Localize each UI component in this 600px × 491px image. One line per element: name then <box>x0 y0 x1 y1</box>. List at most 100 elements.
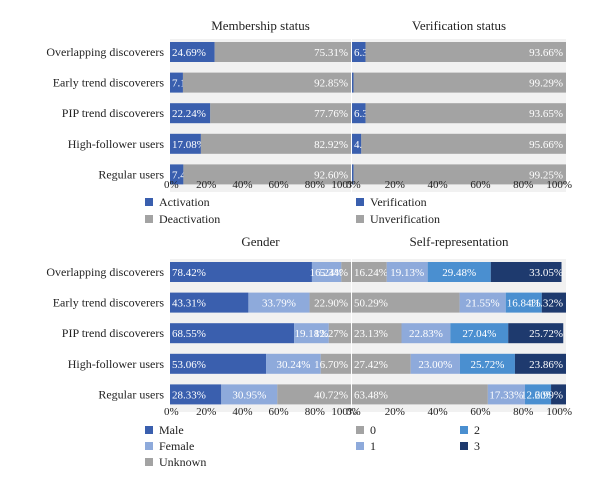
bar-segment <box>361 133 566 154</box>
data-label: 92.85% <box>314 78 348 90</box>
data-label: 40.72% <box>314 389 348 401</box>
legend-swatch <box>356 198 364 206</box>
data-label: 16.24% <box>354 267 388 279</box>
data-label: 28.33% <box>172 389 206 401</box>
tick-label: 0% <box>346 179 361 191</box>
category-label: Early trend discoverers <box>53 76 165 90</box>
data-label: 23.13% <box>354 328 388 340</box>
bar-segment <box>248 292 310 313</box>
data-label: 50.29% <box>354 298 388 310</box>
data-label: 17.33% <box>489 389 523 401</box>
legend-swatch <box>145 442 153 450</box>
bar-segment <box>401 323 451 344</box>
data-label: 82.92% <box>314 139 348 151</box>
category-label: High-follower users <box>68 137 165 151</box>
bar-segment <box>309 292 351 313</box>
legend-swatch <box>356 442 364 450</box>
legend-label: Male <box>159 423 184 437</box>
category-label: High-follower users <box>68 357 165 371</box>
data-label: 99.25% <box>529 169 563 181</box>
tick-label: 80% <box>305 179 325 191</box>
bar-segment <box>170 103 211 124</box>
data-label: 93.66% <box>529 47 563 59</box>
tick-label: 60% <box>269 179 289 191</box>
bar-segment <box>277 384 351 405</box>
data-label: 5.34% <box>320 267 348 279</box>
bar-segment <box>352 353 411 374</box>
category-label: Regular users <box>98 387 164 401</box>
bar-segment <box>214 42 351 62</box>
legend-label: 1 <box>370 439 376 453</box>
tick-label: 60% <box>470 179 490 191</box>
data-label: 99.29% <box>529 78 563 90</box>
data-label: 19.13% <box>390 267 424 279</box>
data-label: 77.76% <box>314 108 348 120</box>
bar-segment <box>341 262 351 282</box>
data-label: 6.99% <box>535 389 563 401</box>
bar-segment <box>170 133 201 154</box>
tick-label: 0% <box>346 406 361 418</box>
panel-title: Verification status <box>412 18 506 33</box>
bar-segment <box>221 384 278 405</box>
legend-swatch <box>145 198 153 206</box>
bar-segment <box>514 353 566 374</box>
data-label: 25.72% <box>529 328 563 340</box>
tick-label: 20% <box>385 406 405 418</box>
data-label: 23.00% <box>418 359 452 371</box>
bar-segment <box>352 292 460 313</box>
data-label: 93.65% <box>529 108 563 120</box>
data-label: 21.55% <box>466 298 500 310</box>
data-label: 43.31% <box>172 298 206 310</box>
data-label: 75.31% <box>314 47 348 59</box>
legend-swatch <box>460 442 468 450</box>
data-label: 78.42% <box>172 267 206 279</box>
legend-label: 0 <box>370 423 376 437</box>
bar-segment <box>352 323 402 344</box>
bar-segment <box>170 384 222 405</box>
legend-swatch <box>145 426 153 434</box>
data-label: 16.24% <box>310 267 344 279</box>
bar-segment <box>352 103 366 124</box>
data-label: 22.24% <box>172 108 206 120</box>
legend-swatch <box>145 215 153 223</box>
bar-segment <box>427 262 491 282</box>
legend-label: Unknown <box>159 455 206 469</box>
legend-swatch <box>145 458 153 466</box>
bar-segment <box>505 292 542 313</box>
bar-segment <box>508 323 564 344</box>
legend-label: 3 <box>474 439 480 453</box>
category-label: PIP trend discoverers <box>62 106 165 120</box>
bar-segment <box>170 164 184 185</box>
data-label: 27.04% <box>462 328 496 340</box>
data-label: 30.95% <box>232 389 266 401</box>
bar-segment <box>182 72 351 93</box>
bar-segment <box>200 133 351 154</box>
bar-segment <box>170 323 295 344</box>
tick-label: 80% <box>513 406 533 418</box>
tick-label: 80% <box>513 179 533 191</box>
bar-segment <box>353 164 566 185</box>
bar-segment <box>490 262 562 282</box>
data-label: 29.48% <box>442 267 476 279</box>
bar-segment <box>170 72 183 93</box>
bar-segment <box>183 164 351 185</box>
legend-swatch <box>356 426 364 434</box>
category-label: Overlapping discoverers <box>46 265 164 279</box>
legend-label: 2 <box>474 423 480 437</box>
tick-label: 0% <box>164 179 179 191</box>
tick-label: 20% <box>196 179 216 191</box>
legend-label: Female <box>159 439 194 453</box>
bar-segment <box>353 72 566 93</box>
tick-label: 100% <box>331 179 357 191</box>
legend-label: Deactivation <box>159 212 220 226</box>
bar-segment <box>459 292 506 313</box>
bar-segment <box>266 353 321 374</box>
data-label: 30.24% <box>276 359 310 371</box>
panel-title: Self-representation <box>410 234 509 249</box>
legend-label: Activation <box>159 195 210 209</box>
tick-label: 40% <box>428 406 448 418</box>
category-label: PIP trend discoverers <box>62 326 165 340</box>
data-label: 68.55% <box>172 328 206 340</box>
data-label: 19.18% <box>294 328 328 340</box>
data-label: 16.70% <box>314 359 348 371</box>
